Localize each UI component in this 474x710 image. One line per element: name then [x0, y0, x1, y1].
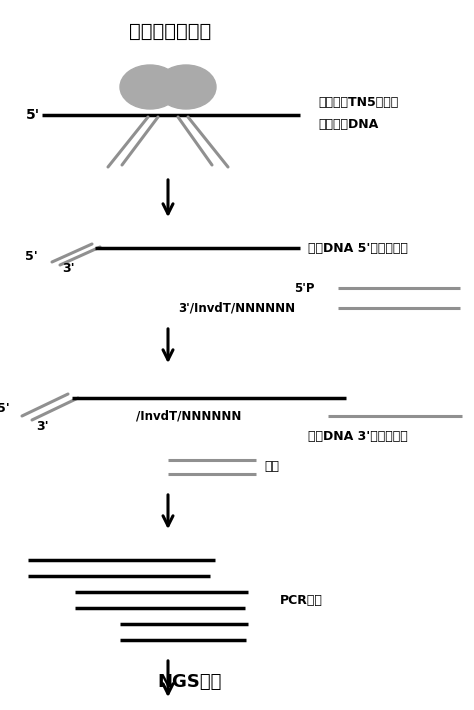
- Ellipse shape: [120, 65, 180, 109]
- Text: /InvdT/NNNNNN: /InvdT/NNNNNN: [136, 410, 241, 422]
- Text: NGS测序: NGS测序: [158, 673, 222, 691]
- Text: 5': 5': [0, 401, 10, 415]
- Text: 5': 5': [25, 249, 38, 263]
- Text: 5'P: 5'P: [294, 281, 315, 295]
- Text: 单链DNA 3'端接头连接: 单链DNA 3'端接头连接: [308, 430, 408, 442]
- Text: 单一接头TN5转座子: 单一接头TN5转座子: [318, 97, 398, 109]
- Text: 切割单链DNA: 切割单链DNA: [318, 119, 378, 131]
- Text: 具体实施流程图: 具体实施流程图: [129, 22, 211, 41]
- Text: 单链DNA 5'端加上接头: 单链DNA 5'端加上接头: [308, 241, 408, 254]
- Text: 3'/InvdT/NNNNNN: 3'/InvdT/NNNNNN: [178, 302, 295, 315]
- Text: 3': 3': [62, 261, 74, 275]
- Text: PCR扩增: PCR扩增: [280, 594, 323, 606]
- Text: 5': 5': [26, 108, 40, 122]
- Ellipse shape: [156, 65, 216, 109]
- Text: 引物: 引物: [264, 461, 279, 474]
- Text: 3': 3': [36, 420, 49, 432]
